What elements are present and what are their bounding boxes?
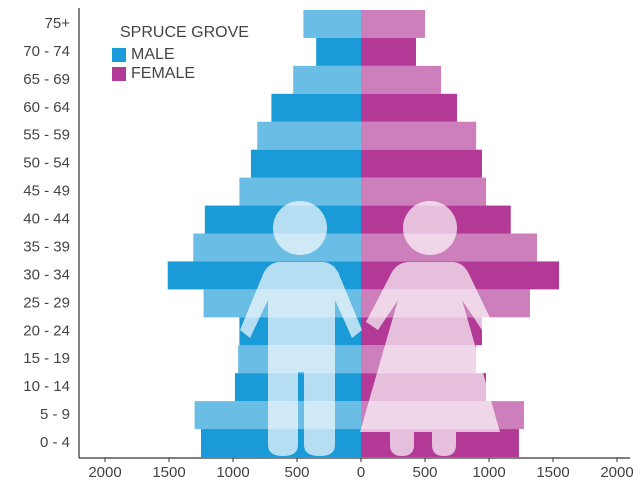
legend-label: FEMALE (131, 65, 195, 82)
y-tick-label: 75+ (45, 15, 71, 32)
y-tick-label: 55 - 59 (23, 127, 70, 144)
bar (361, 65, 441, 94)
x-tick-label: 1500 (152, 464, 185, 481)
x-tick-label: 1500 (536, 464, 569, 481)
x-tick-label: 1000 (216, 464, 249, 481)
y-tick-label: 50 - 54 (23, 155, 70, 172)
bar (293, 65, 361, 94)
x-tick-label: 0 (357, 464, 365, 481)
y-tick-label: 0 - 4 (40, 434, 70, 451)
legend: MALE FEMALE (112, 46, 195, 82)
girl-body (360, 262, 500, 432)
x-tick-label: 1000 (472, 464, 505, 481)
y-tick-label: 60 - 64 (23, 99, 70, 116)
y-tick-label: 20 - 24 (23, 322, 70, 339)
boy-legs (268, 372, 335, 456)
bar (361, 149, 482, 178)
x-tick-label: 2000 (600, 464, 633, 481)
bar (361, 121, 477, 150)
y-tick-label: 25 - 29 (23, 294, 70, 311)
x-tick-label: 500 (412, 464, 437, 481)
boy-body (240, 262, 362, 372)
x-tick-label: 2000 (88, 464, 121, 481)
y-tick-label: 30 - 34 (23, 266, 70, 283)
bars (167, 10, 560, 457)
bar (257, 121, 361, 150)
y-tick-label: 35 - 39 (23, 238, 70, 255)
y-tick-label: 15 - 19 (23, 350, 70, 367)
legend-swatch (112, 48, 126, 62)
girl-head (403, 201, 457, 255)
y-tick-label: 65 - 69 (23, 71, 70, 88)
bar (361, 37, 417, 66)
bar (316, 37, 361, 66)
silhouettes (240, 201, 500, 456)
x-tick-label: 500 (284, 464, 309, 481)
bar (271, 93, 361, 122)
y-tick-label: 40 - 44 (23, 211, 70, 228)
bar (361, 177, 487, 206)
y-tick-label: 70 - 74 (23, 43, 70, 60)
y-tick-label: 10 - 14 (23, 378, 70, 395)
legend-title: SPRUCE GROVE (120, 24, 249, 41)
y-tick-label: 5 - 9 (40, 406, 70, 423)
bar (239, 177, 361, 206)
bar (250, 149, 361, 178)
y-tick-label: 45 - 49 (23, 183, 70, 200)
legend-swatch (112, 67, 126, 81)
bar (361, 93, 457, 122)
bar (361, 10, 425, 38)
legend-label: MALE (131, 46, 175, 63)
boy-head (273, 201, 327, 255)
girl-legs (390, 432, 456, 456)
bar (303, 10, 361, 38)
